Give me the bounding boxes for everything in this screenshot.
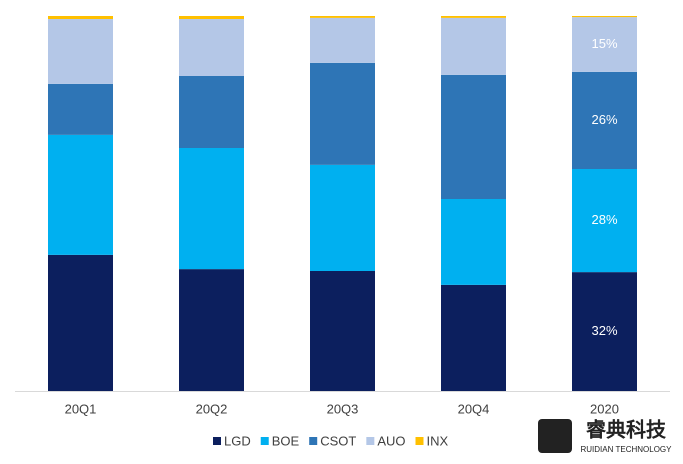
legend-label: AUO bbox=[377, 433, 405, 448]
bar-segment bbox=[572, 169, 637, 273]
legend-label: BOE bbox=[272, 433, 300, 448]
bar-segment bbox=[441, 17, 506, 75]
x-tick-label: 20Q2 bbox=[196, 401, 228, 416]
legend-label: LGD bbox=[224, 433, 251, 448]
legend-label: INX bbox=[427, 433, 449, 448]
bar-segment bbox=[179, 16, 244, 19]
logo-name: 睿典科技 bbox=[586, 417, 667, 441]
x-tick-label: 2020 bbox=[590, 401, 619, 416]
x-tick-label: 20Q1 bbox=[65, 401, 97, 416]
bar-segment bbox=[572, 71, 637, 169]
bar-segment bbox=[441, 74, 506, 199]
bar-segment bbox=[572, 17, 637, 72]
bar-segment bbox=[310, 16, 375, 18]
bar-segment bbox=[48, 134, 113, 255]
legend-swatch bbox=[260, 437, 269, 445]
data-label: 32% bbox=[591, 323, 617, 338]
bar-segment bbox=[179, 19, 244, 76]
legend-swatch bbox=[415, 437, 424, 445]
x-tick-label: 20Q3 bbox=[327, 401, 359, 416]
bar-segment bbox=[441, 16, 506, 18]
legend-swatch bbox=[213, 437, 221, 445]
logo-icon bbox=[538, 419, 572, 453]
bar-segment bbox=[48, 254, 113, 391]
bar-segment bbox=[441, 284, 506, 391]
bar-segment bbox=[48, 19, 113, 84]
logo-subtitle: RUIDIAN TECHNOLOGY bbox=[581, 445, 673, 454]
logo: 睿典科技 RUIDIAN TECHNOLOGY bbox=[538, 417, 672, 454]
bar-segment bbox=[48, 83, 113, 135]
data-label: 28% bbox=[591, 212, 617, 227]
x-tick-label: 20Q4 bbox=[458, 401, 490, 416]
bar-segment bbox=[310, 164, 375, 271]
bar-segment bbox=[179, 76, 244, 148]
bar-segment bbox=[310, 62, 375, 165]
legend-swatch bbox=[366, 437, 375, 445]
bar-segment bbox=[48, 16, 113, 19]
bar-segment bbox=[179, 148, 244, 270]
legend-swatch bbox=[309, 437, 318, 445]
bar-segment bbox=[572, 16, 637, 18]
bar-segment bbox=[310, 271, 375, 391]
bar-segment bbox=[441, 199, 506, 285]
bar-segment bbox=[179, 269, 244, 391]
bar-segment bbox=[572, 272, 637, 391]
legend-label: CSOT bbox=[320, 433, 356, 448]
data-label: 15% bbox=[591, 36, 617, 51]
bar-segment bbox=[310, 17, 375, 63]
data-label: 26% bbox=[591, 112, 617, 127]
